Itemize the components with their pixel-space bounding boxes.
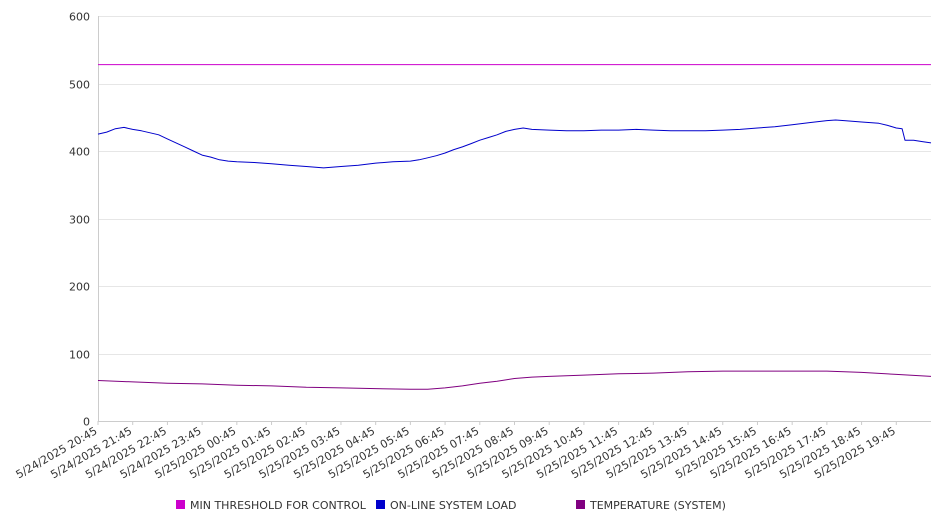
legend-label: TEMPERATURE (SYSTEM) xyxy=(589,499,726,512)
y-tick-label: 100 xyxy=(69,349,90,362)
legend-swatch xyxy=(576,500,585,509)
grid-lines xyxy=(98,16,931,355)
series-lines xyxy=(97,64,932,390)
y-tick-label: 200 xyxy=(69,281,90,294)
legend-label: MIN THRESHOLD FOR CONTROL xyxy=(190,499,367,512)
legend-swatch xyxy=(376,500,385,509)
legend: MIN THRESHOLD FOR CONTROL ON-LINE SYSTEM … xyxy=(176,499,726,512)
y-tick-label: 600 xyxy=(69,11,90,24)
axes xyxy=(98,16,931,422)
y-axis-ticks: 0 100 200 300 400 500 600 xyxy=(69,11,90,429)
legend-swatch xyxy=(176,500,185,509)
y-tick-label: 500 xyxy=(69,79,90,92)
x-axis-ticks: 5/24/2025 20:455/24/2025 21:455/24/2025 … xyxy=(14,421,898,481)
legend-label: ON-LINE SYSTEM LOAD xyxy=(390,499,516,512)
series-line-2 xyxy=(97,370,932,390)
y-tick-label: 400 xyxy=(69,146,90,159)
series-line-1 xyxy=(97,119,932,169)
y-tick-label: 0 xyxy=(83,416,90,429)
y-tick-label: 300 xyxy=(69,214,90,227)
